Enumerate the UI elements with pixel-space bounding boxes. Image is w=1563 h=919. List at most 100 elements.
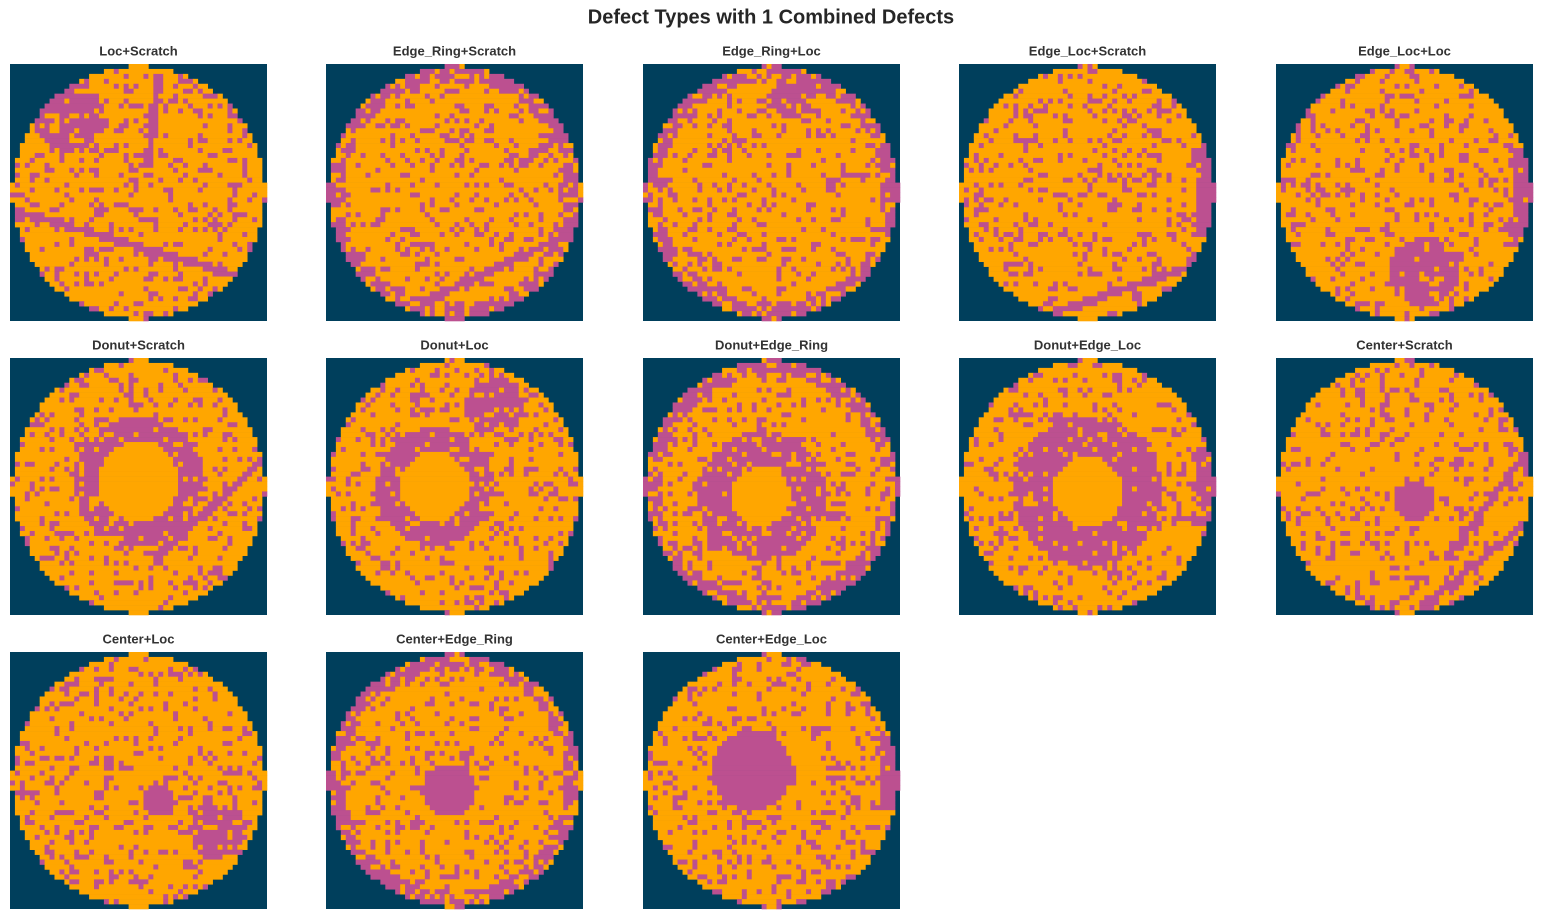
wafer-cells (178, 266, 204, 272)
wafer-cells (1122, 93, 1128, 99)
wafer-cells (464, 535, 490, 542)
wafer-cells (1033, 108, 1049, 114)
wafer-cells (692, 261, 698, 267)
wafer-cells (138, 311, 144, 317)
wafer-cells (454, 580, 460, 586)
wafer-cells (494, 590, 500, 596)
wafer-cells (158, 417, 164, 423)
wafer-cells (79, 172, 95, 178)
wafer-cells (1067, 236, 1073, 243)
wafer-cells (1434, 202, 1470, 208)
wafer-cells (1434, 133, 1494, 139)
wafer-cells (148, 392, 228, 398)
wafer-cells (840, 397, 851, 403)
wafer-cells (771, 98, 782, 104)
wafer-cells (1077, 316, 1098, 322)
wafer-cells (533, 187, 539, 193)
wafer-cells (227, 407, 238, 413)
wafer-cells (355, 530, 376, 537)
wafer-cells (503, 526, 510, 532)
wafer-cells (513, 192, 524, 198)
wafer-cells (469, 471, 480, 477)
wafer-cells (503, 540, 510, 547)
wafer-cells (1439, 296, 1445, 302)
wafer-cells (1112, 88, 1118, 94)
wafer-cells (414, 407, 421, 413)
wafer-cells (998, 236, 1004, 243)
wafer-cells (474, 73, 480, 80)
wafer-cells (459, 286, 465, 292)
wafer-cells (643, 187, 649, 193)
wafer-cells (429, 78, 440, 85)
wafer-cells (1102, 271, 1153, 277)
wafer-cells (153, 585, 174, 591)
wafer-cells (400, 246, 406, 253)
wafer-cells (69, 437, 75, 443)
wafer-cells (1102, 236, 1113, 243)
wafer-cells (98, 397, 105, 403)
wafer-cells (54, 526, 95, 532)
wafer-cells (69, 550, 75, 556)
wafer-cells (968, 232, 975, 238)
wafer-cells (1176, 212, 1187, 218)
wafer-cells (247, 521, 258, 527)
wafer-cells (94, 570, 115, 576)
wafer-cells (74, 461, 80, 468)
wafer-cells (400, 387, 421, 393)
wafer-cells (1072, 241, 1078, 248)
wafer-cells (459, 276, 485, 282)
wafer-cells (1508, 232, 1524, 238)
wafer-cells (98, 251, 134, 258)
wafer-cells (647, 187, 659, 193)
wafer-cells (1052, 306, 1083, 312)
wafer-cells (494, 372, 500, 379)
wafer-cells (518, 157, 534, 164)
wafer-cells (1483, 202, 1489, 208)
wafer-cells (1364, 148, 1386, 154)
wafer-cells (712, 392, 733, 398)
wafer-cells (1340, 266, 1390, 272)
wafer-cells (687, 152, 693, 159)
wafer-cells (692, 197, 698, 203)
wafer-cells (123, 143, 129, 149)
wafer-cells (697, 392, 703, 398)
wafer-cells (741, 256, 757, 262)
wafer-cells (469, 456, 490, 463)
wafer-cells (751, 172, 757, 178)
wafer-cells (756, 187, 772, 193)
wafer-cells (731, 382, 817, 388)
wafer-cells (494, 407, 500, 413)
wafer-cells (998, 217, 1024, 223)
wafer-cells (464, 152, 510, 159)
wafer-cells (1112, 133, 1123, 139)
panel-title: Loc+Scratch (99, 43, 177, 58)
wafer-cells (657, 157, 664, 164)
wafer-cells (202, 585, 208, 591)
wafer-cells (538, 227, 544, 233)
wafer-cells (568, 476, 574, 482)
wafer-cells (1023, 182, 1088, 188)
wafer-cells (1072, 251, 1078, 258)
wafer-cells (498, 570, 505, 576)
wafer-cells (385, 432, 391, 438)
wafer-cells (1330, 212, 1336, 218)
wafer-cells (380, 387, 386, 393)
wafer-cells (163, 511, 184, 517)
wafer-cells (39, 402, 129, 408)
wafer-cells (439, 152, 445, 159)
wafer-cells (395, 118, 406, 124)
wafer-cells (227, 123, 233, 129)
wafer-cells (1305, 271, 1341, 277)
wafer-cells (449, 162, 455, 169)
wafer-cells (1488, 212, 1514, 218)
wafer-cells (355, 407, 361, 413)
wafer-cells (49, 466, 55, 472)
wafer-cells (360, 222, 366, 228)
wafer-cells (59, 276, 85, 282)
wafer-cells (533, 437, 554, 443)
wafer-cells (330, 516, 337, 522)
wafer-cells (736, 177, 757, 183)
wafer-cells (464, 565, 470, 571)
wafer-cells (24, 241, 55, 248)
wafer-cells (192, 177, 199, 183)
